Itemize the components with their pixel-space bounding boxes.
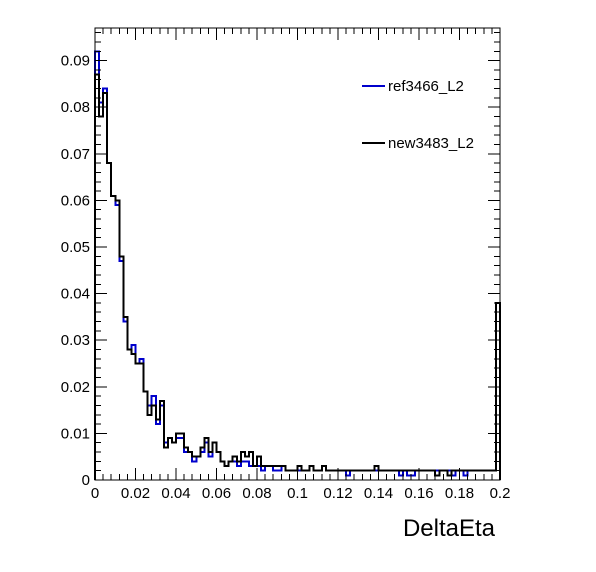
y-tick-label: 0.02 bbox=[61, 379, 90, 396]
axis-layer: 0 0.02 0.04 0.06 0.08 0.1 0.12 0.14 0.16 0.18 0.2 0… bbox=[61, 27, 511, 502]
x-tick-label: 0.16 bbox=[404, 485, 433, 502]
x-tick-label: 0.18 bbox=[445, 485, 474, 502]
y-tick-label: 0.08 bbox=[61, 99, 90, 116]
y-tick-label: 0.06 bbox=[61, 192, 90, 209]
x-tick-label: 0.04 bbox=[161, 485, 190, 502]
x-tick-label: 0.06 bbox=[202, 485, 231, 502]
y-tick-label: 0.01 bbox=[61, 425, 90, 442]
y-tick-label: 0.04 bbox=[61, 286, 90, 303]
x-axis-title: DeltaEta bbox=[403, 515, 496, 542]
x-tick-label: 0.12 bbox=[323, 485, 352, 502]
y-tick-label: 0.03 bbox=[61, 332, 90, 349]
y-tick-label: 0.07 bbox=[61, 146, 90, 163]
series-line-new3483_L2 bbox=[94, 73, 501, 480]
legend-label-ref3466_L2: ref3466_L2 bbox=[388, 78, 464, 95]
y-tick-label: 0 bbox=[82, 472, 90, 489]
x-tick-label: 0.1 bbox=[287, 485, 308, 502]
x-tick-label: 0.14 bbox=[364, 485, 393, 502]
x-tick-label: 0.2 bbox=[490, 485, 511, 502]
legend-label-new3483_L2: new3483_L2 bbox=[388, 135, 474, 152]
legend: ref3466_L2 new3483_L2 bbox=[362, 78, 474, 152]
x-tick-label: 0.02 bbox=[121, 485, 150, 502]
x-tick-label: 0.08 bbox=[242, 485, 271, 502]
y-tick-label: 0.05 bbox=[61, 239, 90, 256]
x-tick-label: 0 bbox=[91, 485, 99, 502]
y-tick-label: 0.09 bbox=[61, 53, 90, 70]
